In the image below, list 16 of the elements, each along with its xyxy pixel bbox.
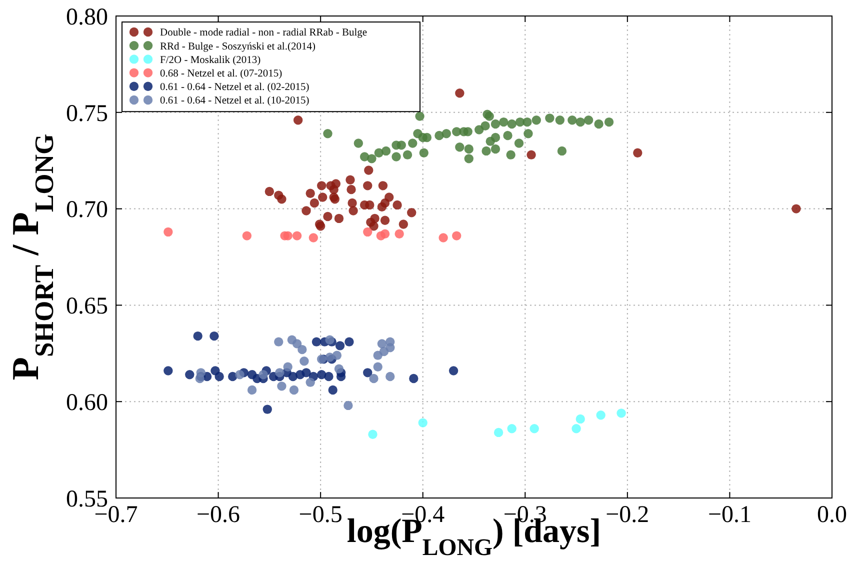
y-tick-label: 0.75: [66, 100, 108, 127]
legend-label: 0.68 - Netzel et al. (07-2015): [160, 68, 283, 80]
legend-label: F/2O - Moskalik (2013): [160, 54, 262, 66]
y-tick-label: 0.65: [66, 294, 108, 320]
legend-label: 0.61 - 0.64 - Netzel et al. (02-2015): [160, 82, 310, 94]
y-tick-label: 0.60: [66, 390, 108, 416]
x-tick-label: −0.2: [606, 502, 650, 528]
x-tick-label: −0.5: [298, 502, 342, 528]
legend-label: Double - mode radial - non - radial RRab - Bulge: [160, 28, 368, 39]
y-tick-label: 0.80: [66, 4, 108, 30]
x-tick-label: 0.0: [817, 502, 847, 528]
y-tick-label: 0.70: [66, 197, 108, 224]
legend-label: RRd - Bulge - Soszyński et al.(2014): [160, 41, 316, 52]
legend-label: 0.61 - 0.64 - Netzel et al. (10-2015): [160, 96, 310, 107]
x-tick-label: −0.1: [708, 502, 752, 528]
x-tick-label: −0.6: [196, 502, 240, 528]
